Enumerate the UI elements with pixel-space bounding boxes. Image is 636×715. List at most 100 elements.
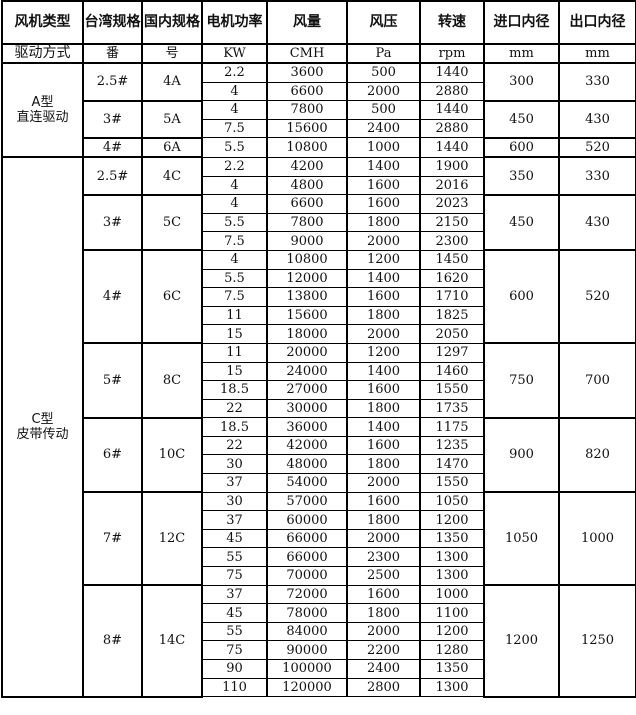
domestic-spec-cell: 8C xyxy=(141,342,203,419)
pressure-cell: 1800 xyxy=(346,398,421,419)
unit-pa: Pa xyxy=(346,43,421,64)
speed-cell: 2880 xyxy=(419,118,485,139)
domestic-spec-cell: 12C xyxy=(141,491,203,587)
speed-cell: 1297 xyxy=(419,342,485,363)
motor-power-cell: 15 xyxy=(201,361,268,382)
speed-cell: 1460 xyxy=(419,361,485,382)
outlet-diameter-cell: 430 xyxy=(558,99,636,139)
taiwan-spec-cell: 5# xyxy=(82,342,143,419)
taiwan-spec-cell: 3# xyxy=(82,99,143,139)
taiwan-spec-cell: 4# xyxy=(82,249,143,345)
table-row: 3# 5A 4 7800 500 1440 450 430 xyxy=(2,99,636,139)
motor-power-cell: 5.5 xyxy=(201,268,268,289)
motor-power-cell: 55 xyxy=(201,547,268,568)
airflow-cell: 60000 xyxy=(266,510,348,530)
inlet-diameter-cell: 600 xyxy=(483,136,560,159)
domestic-spec-cell: 10C xyxy=(141,416,203,494)
unit-taiwan: 番 xyxy=(82,43,143,64)
inlet-diameter-cell: 300 xyxy=(483,62,560,102)
airflow-cell: 27000 xyxy=(266,380,348,400)
motor-power-cell: 4 xyxy=(201,249,268,270)
pressure-cell: 2000 xyxy=(346,324,421,344)
outlet-diameter-cell: 430 xyxy=(558,193,636,252)
pressure-cell: 2400 xyxy=(346,118,421,139)
drive-mode-label: 直连驱动 xyxy=(16,110,69,126)
pressure-cell: 1800 xyxy=(346,305,421,326)
table-row: 55 66000 2300 1300 xyxy=(2,547,636,568)
airflow-cell: 36000 xyxy=(266,417,348,437)
speed-cell: 1450 xyxy=(419,249,485,270)
airflow-cell: 3600 xyxy=(266,62,348,83)
table-row: 15 24000 1400 1460 xyxy=(2,361,636,382)
domestic-spec-cell: 6C xyxy=(141,249,203,345)
pressure-cell: 500 xyxy=(346,62,421,83)
pressure-cell: 1600 xyxy=(346,380,421,400)
airflow-cell: 6600 xyxy=(266,81,348,102)
motor-power-cell: 5.5 xyxy=(201,137,268,158)
speed-cell: 1470 xyxy=(419,454,485,475)
table-row: 11 15600 1800 1825 xyxy=(2,305,636,326)
table-row: 4# 6A 5.5 10800 1000 1440 600 520 xyxy=(2,136,636,159)
header-domestic-spec: 国内规格 xyxy=(141,0,203,45)
table-row: 15 18000 2000 2050 xyxy=(2,324,636,344)
pressure-cell: 2000 xyxy=(346,473,421,493)
fan-type-label: A型 xyxy=(31,95,54,111)
speed-cell: 1280 xyxy=(419,640,485,660)
outlet-diameter-cell: 330 xyxy=(558,156,636,196)
pressure-cell: 1800 xyxy=(346,603,421,623)
pressure-cell: 1600 xyxy=(346,584,421,605)
table-row: 45 66000 2000 1350 xyxy=(2,528,636,549)
speed-cell: 1735 xyxy=(419,398,485,419)
motor-power-cell: 11 xyxy=(201,342,268,363)
table-row: C型 皮带传动 2.5# 4C 2.2 4200 1400 1900 350 330 xyxy=(1,156,636,698)
pressure-cell: 1600 xyxy=(346,287,421,307)
pressure-cell: 1400 xyxy=(346,156,421,177)
speed-cell: 1050 xyxy=(419,491,485,512)
motor-power-cell: 7.5 xyxy=(201,118,268,139)
inlet-diameter-cell: 900 xyxy=(483,416,560,494)
airflow-cell: 100000 xyxy=(266,659,348,679)
pressure-cell: 1600 xyxy=(346,175,421,196)
table-row: 3# 5C 4 6600 1600 2023 450 430 xyxy=(2,193,636,252)
pressure-cell: 1400 xyxy=(346,268,421,289)
airflow-cell: 90000 xyxy=(266,640,348,660)
outlet-diameter-cell: 330 xyxy=(558,62,636,102)
airflow-cell: 20000 xyxy=(266,342,348,363)
pressure-cell: 1800 xyxy=(346,454,421,475)
pressure-cell: 2000 xyxy=(346,231,421,251)
motor-power-cell: 4 xyxy=(201,194,268,214)
airflow-cell: 78000 xyxy=(266,603,348,623)
speed-cell: 1200 xyxy=(419,621,485,642)
motor-power-cell: 22 xyxy=(201,398,268,419)
pressure-cell: 1800 xyxy=(346,510,421,530)
fan-spec-table: 风机类型 台湾规格 国内规格 电机功率 风量 风压 转速 进口内径 出口内径 驱… xyxy=(1,0,636,698)
speed-cell: 1440 xyxy=(419,62,485,83)
domestic-spec-cell: 4A xyxy=(141,62,203,102)
pressure-cell: 2000 xyxy=(346,81,421,102)
speed-cell: 1000 xyxy=(419,584,485,605)
header-inlet-diameter: 进口内径 xyxy=(483,0,560,45)
unit-drive-mode: 驱动方式 xyxy=(1,43,84,64)
pressure-cell: 2000 xyxy=(346,621,421,642)
header-outlet-diameter: 出口内径 xyxy=(558,0,636,45)
inlet-diameter-cell: 450 xyxy=(483,99,560,139)
speed-cell: 2300 xyxy=(419,231,485,251)
table-row: 7# 12C 30 57000 1600 1050 1050 1000 xyxy=(2,491,636,587)
speed-cell: 1300 xyxy=(419,566,485,586)
speed-cell: 2016 xyxy=(419,175,485,196)
pressure-cell: 2300 xyxy=(346,547,421,568)
table-row: 90 100000 2400 1350 xyxy=(2,659,636,679)
airflow-cell: 6600 xyxy=(266,194,348,214)
pressure-cell: 1600 xyxy=(346,491,421,512)
airflow-cell: 72000 xyxy=(266,584,348,605)
motor-power-cell: 37 xyxy=(201,473,268,493)
pressure-cell: 2000 xyxy=(346,528,421,549)
pressure-cell: 1600 xyxy=(346,194,421,214)
header-taiwan-spec: 台湾规格 xyxy=(82,0,143,45)
airflow-cell: 7800 xyxy=(266,212,348,233)
speed-cell: 1550 xyxy=(419,473,485,493)
motor-power-cell: 18.5 xyxy=(201,417,268,437)
unit-outlet-mm: mm xyxy=(558,43,636,64)
taiwan-spec-cell: 7# xyxy=(82,491,143,587)
domestic-spec-cell: 5A xyxy=(141,99,203,139)
